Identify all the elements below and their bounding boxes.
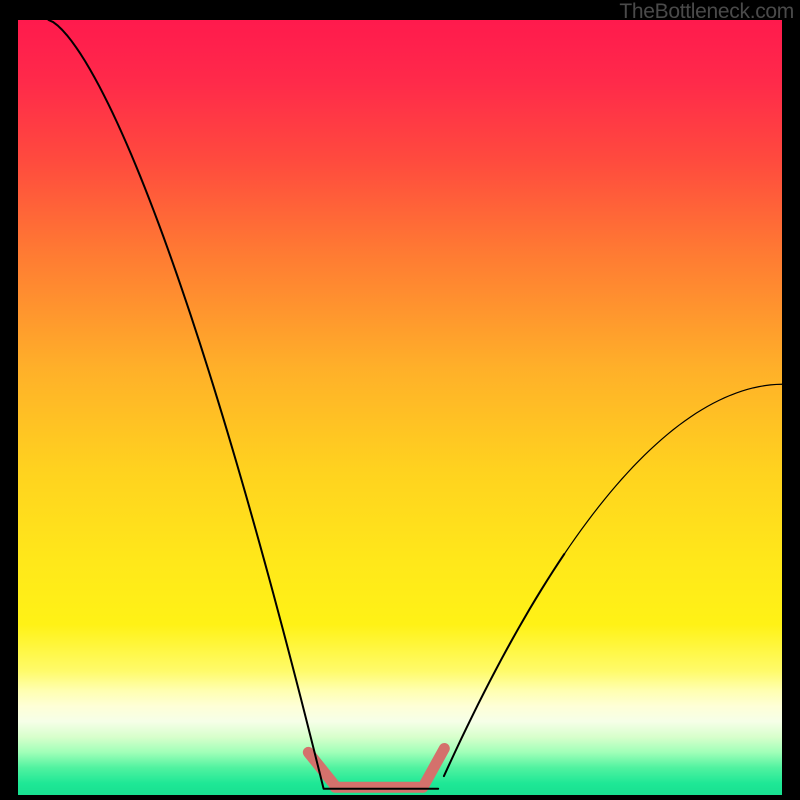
chart-container: TheBottleneck.com <box>0 0 800 800</box>
bottleneck-curve-chart <box>0 0 800 800</box>
gradient-background <box>18 20 782 795</box>
